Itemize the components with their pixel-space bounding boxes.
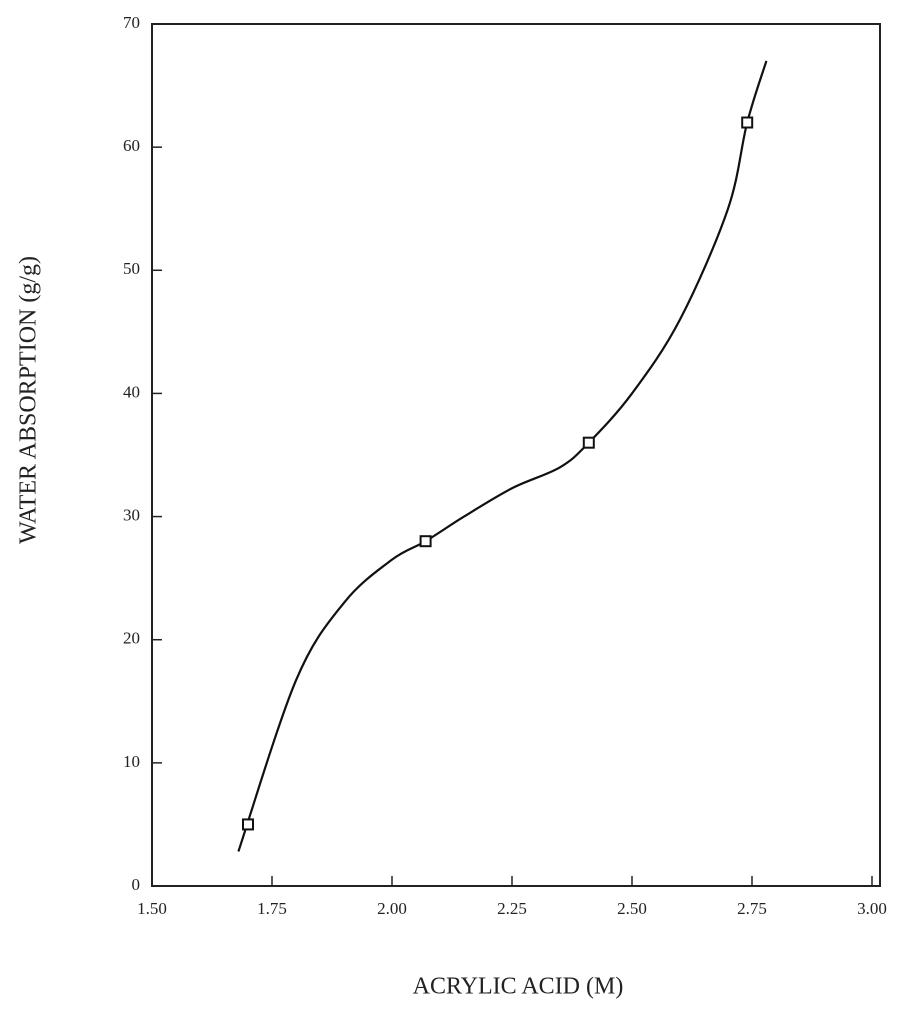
- x-tick-label: 3.00: [857, 899, 887, 918]
- y-tick-label: 30: [123, 505, 140, 524]
- plot-frame: [151, 23, 881, 887]
- y-tick-label: 50: [123, 259, 140, 278]
- data-point: [242, 818, 254, 831]
- data-point: [582, 436, 595, 449]
- y-tick-label: 20: [123, 629, 140, 648]
- x-tick-label: 2.75: [737, 899, 767, 918]
- x-tick-label: 2.25: [497, 899, 527, 918]
- y-tick-label: 70: [123, 13, 140, 32]
- x-tick-label: 2.50: [617, 899, 647, 918]
- y-tick-label: 60: [123, 136, 140, 155]
- x-tick-label: 1.50: [137, 899, 167, 918]
- y-axis-title: WATER ABSORPTION (g/g): [16, 256, 42, 544]
- x-tick-label: 2.00: [377, 899, 407, 918]
- data-point: [419, 535, 432, 548]
- data-point: [741, 116, 754, 129]
- fit-curve: [237, 60, 768, 852]
- y-tick-label: 10: [123, 752, 140, 771]
- x-axis-title: ACRYLIC ACID (M): [413, 974, 624, 1000]
- x-tick-label: 1.75: [257, 899, 287, 918]
- y-tick-label: 40: [123, 382, 140, 401]
- y-tick-label: 0: [132, 875, 141, 894]
